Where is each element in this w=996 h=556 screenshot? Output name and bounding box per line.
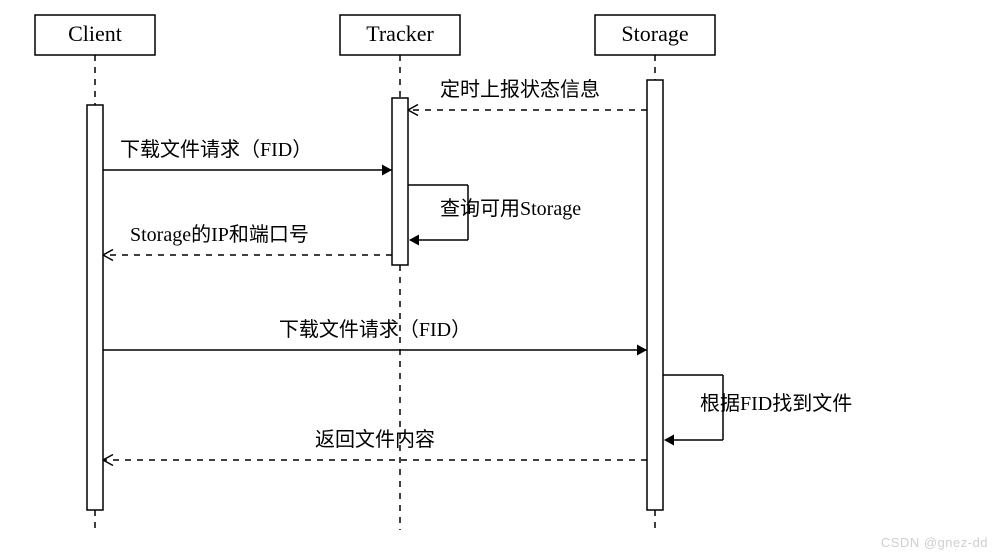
watermark: CSDN @gnez-dd — [881, 535, 988, 550]
activation-tracker — [392, 98, 408, 265]
participant-tracker: Tracker — [366, 21, 434, 46]
sequence-diagram: Client Tracker Storage 定时上报状态信息下载文件请求（FID） 查… — [0, 0, 996, 556]
activation-storage — [647, 80, 663, 510]
msg-m2: 下载文件请求（FID） — [120, 138, 312, 161]
activation-client — [87, 105, 103, 510]
msg-m6: 根据FID找到文件 — [700, 392, 852, 415]
msg-m3: 查询可用Storage — [440, 197, 581, 220]
participant-client: Client — [68, 21, 122, 46]
msg-m5: 下载文件请求（FID） — [279, 318, 471, 341]
msg-m4: Storage的IP和端口号 — [130, 223, 309, 246]
msg-m1: 定时上报状态信息 — [440, 78, 600, 101]
participant-storage: Storage — [621, 21, 688, 46]
msg-m7: 返回文件内容 — [315, 428, 435, 451]
